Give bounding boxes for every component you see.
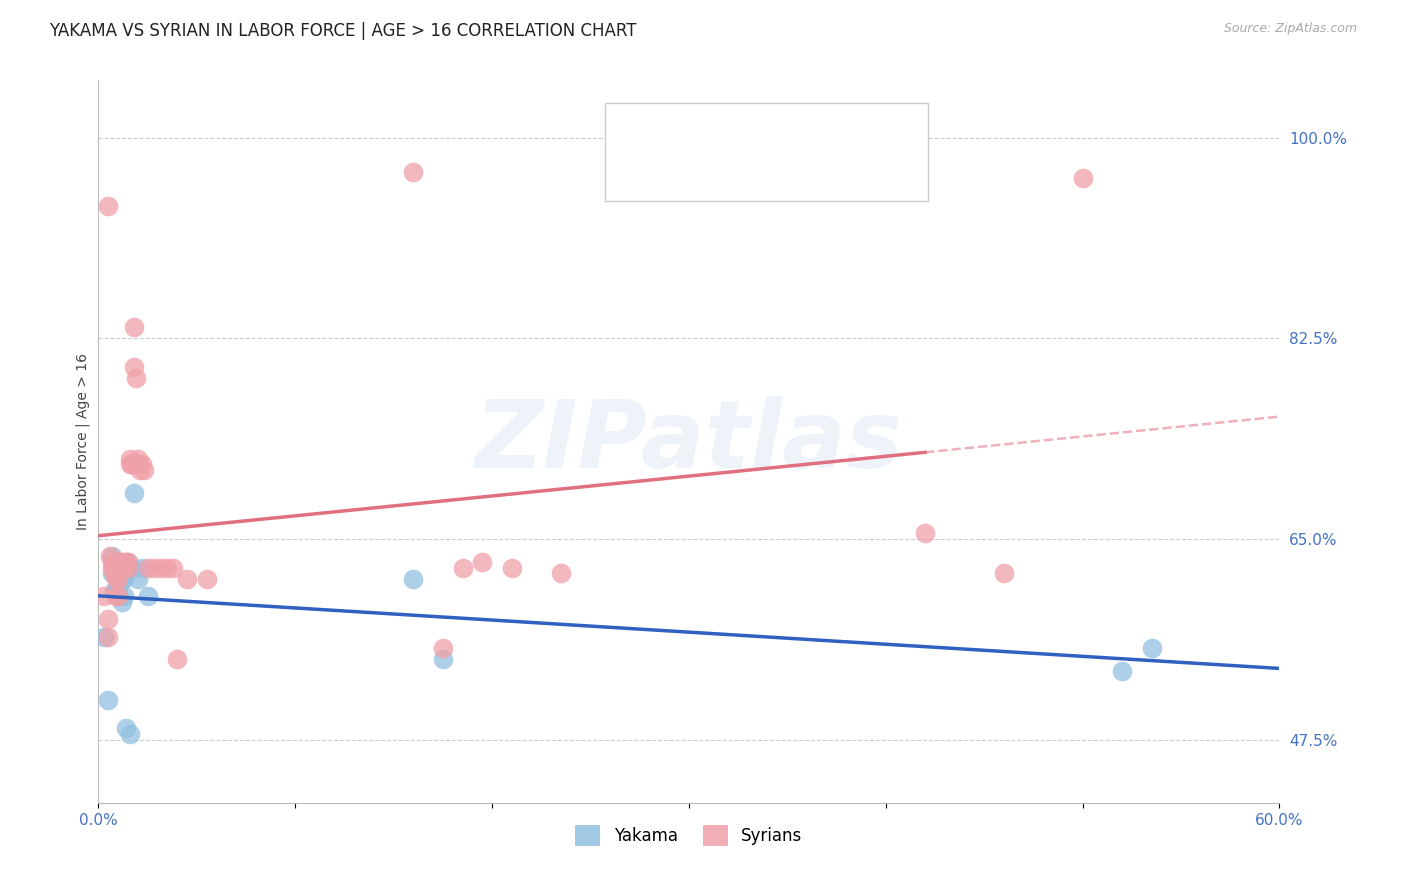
Point: [105, 555, 128, 569]
Point: [914, 526, 936, 541]
Point: [121, 458, 143, 472]
Point: [432, 652, 454, 666]
Point: [112, 572, 135, 586]
Point: [112, 560, 135, 574]
Point: [550, 566, 572, 581]
Point: [115, 555, 138, 569]
Point: [125, 371, 148, 385]
Point: [107, 583, 129, 598]
Point: [97, 630, 120, 644]
Point: [122, 486, 145, 500]
Point: [1111, 664, 1133, 678]
Point: [111, 555, 134, 569]
Point: [93, 590, 115, 604]
Point: [111, 560, 134, 574]
Point: [131, 560, 153, 574]
Legend: Yakama, Syrians: Yakama, Syrians: [569, 819, 808, 852]
Point: [402, 572, 425, 586]
Text: R = -0.322   N = 27: R = -0.322 N = 27: [665, 118, 855, 136]
Point: [162, 560, 184, 574]
Point: [150, 560, 173, 574]
Point: [115, 721, 138, 735]
Point: [103, 560, 125, 574]
Point: [117, 555, 139, 569]
Text: ZIPatlas: ZIPatlas: [475, 395, 903, 488]
Point: [97, 199, 120, 213]
Point: [432, 640, 454, 655]
Point: [97, 692, 120, 706]
Point: [101, 555, 124, 569]
Point: [127, 572, 149, 586]
Point: [136, 560, 159, 574]
Point: [136, 590, 159, 604]
Point: [101, 549, 124, 564]
Point: [103, 566, 125, 581]
Point: [132, 463, 155, 477]
Point: [195, 572, 218, 586]
Point: [176, 572, 198, 586]
Point: [127, 458, 149, 472]
Point: [131, 458, 153, 472]
Point: [118, 727, 141, 741]
Point: [117, 555, 139, 569]
Point: [101, 560, 124, 574]
Point: [108, 560, 131, 574]
Point: [122, 359, 145, 374]
Point: [118, 451, 141, 466]
Point: [107, 572, 129, 586]
Point: [112, 555, 135, 569]
Point: [121, 458, 143, 472]
Point: [112, 590, 135, 604]
Point: [93, 630, 115, 644]
Text: R =  0.343   N = 53: R = 0.343 N = 53: [665, 162, 855, 180]
Point: [117, 560, 139, 574]
Point: [1071, 170, 1094, 185]
Point: [128, 463, 150, 477]
Point: [166, 652, 188, 666]
Point: [451, 560, 474, 574]
Point: [127, 451, 149, 466]
Point: [471, 555, 494, 569]
Text: YAKAMA VS SYRIAN IN LABOR FORCE | AGE > 16 CORRELATION CHART: YAKAMA VS SYRIAN IN LABOR FORCE | AGE > …: [49, 22, 637, 40]
Point: [142, 560, 165, 574]
Y-axis label: In Labor Force | Age > 16: In Labor Force | Age > 16: [76, 353, 90, 530]
Point: [1140, 640, 1163, 655]
Point: [111, 560, 134, 574]
Point: [156, 560, 179, 574]
Point: [105, 590, 128, 604]
Point: [105, 572, 128, 586]
Point: [101, 566, 124, 581]
Text: Source: ZipAtlas.com: Source: ZipAtlas.com: [1223, 22, 1357, 36]
Point: [108, 555, 131, 569]
Point: [402, 165, 425, 179]
Point: [103, 583, 125, 598]
Point: [108, 566, 131, 581]
Point: [108, 572, 131, 586]
Point: [111, 572, 134, 586]
Point: [122, 319, 145, 334]
Point: [97, 612, 120, 626]
Point: [118, 458, 141, 472]
Point: [501, 560, 523, 574]
Point: [107, 590, 129, 604]
Point: [105, 583, 128, 598]
Point: [98, 549, 121, 564]
Point: [107, 560, 129, 574]
Point: [111, 595, 134, 609]
Point: [993, 566, 1015, 581]
Point: [107, 590, 129, 604]
Point: [121, 560, 143, 574]
